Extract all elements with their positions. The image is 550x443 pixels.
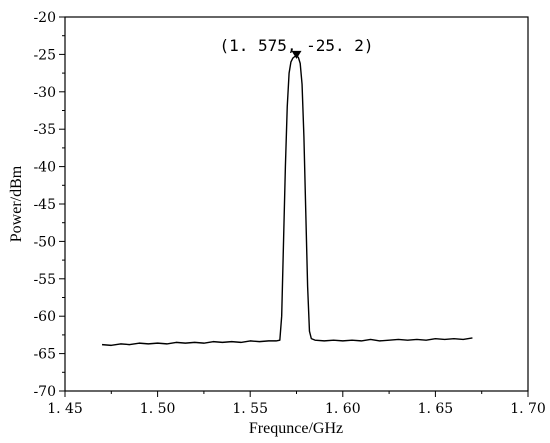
x-axis-title: Frequnce/GHz [249, 420, 343, 437]
y-tick-label: -35 [33, 122, 56, 138]
y-tick-label: -45 [33, 197, 56, 213]
y-tick-label: -60 [33, 309, 56, 325]
x-tick-label: 1. 45 [47, 401, 83, 417]
peak-annotation-label: (1. 575, -25. 2) [219, 36, 373, 55]
x-tick-label: 1. 50 [140, 401, 176, 417]
y-axis-title: Power/dBm [8, 165, 25, 242]
y-tick-label: -70 [33, 384, 56, 400]
y-tick-label: -20 [33, 10, 56, 26]
series-line [101, 55, 473, 347]
y-tick-label: -30 [33, 85, 56, 101]
y-tick-label: -40 [33, 160, 56, 176]
annotations: (1. 575, -25. 2) [219, 36, 374, 59]
x-tick-label: 1. 70 [510, 401, 546, 417]
peak-marker [291, 50, 302, 59]
x-tick-label: 1. 55 [232, 401, 268, 417]
y-tick-label: -55 [33, 272, 56, 288]
x-axis: 1. 45 1. 50 1. 55 1. 60 1. 65 1. 70 [47, 391, 546, 417]
y-tick-label: -25 [33, 47, 56, 63]
y-tick-label: -65 [33, 347, 56, 363]
y-tick-label: -50 [33, 234, 56, 250]
y-axis: -70 -65 -60 -55 -50 -45 -40 -35 -30 -25 -20 [33, 10, 65, 400]
plot-area [64, 16, 529, 392]
x-tick-label: 1. 60 [325, 401, 361, 417]
x-tick-label: 1. 65 [418, 401, 454, 417]
